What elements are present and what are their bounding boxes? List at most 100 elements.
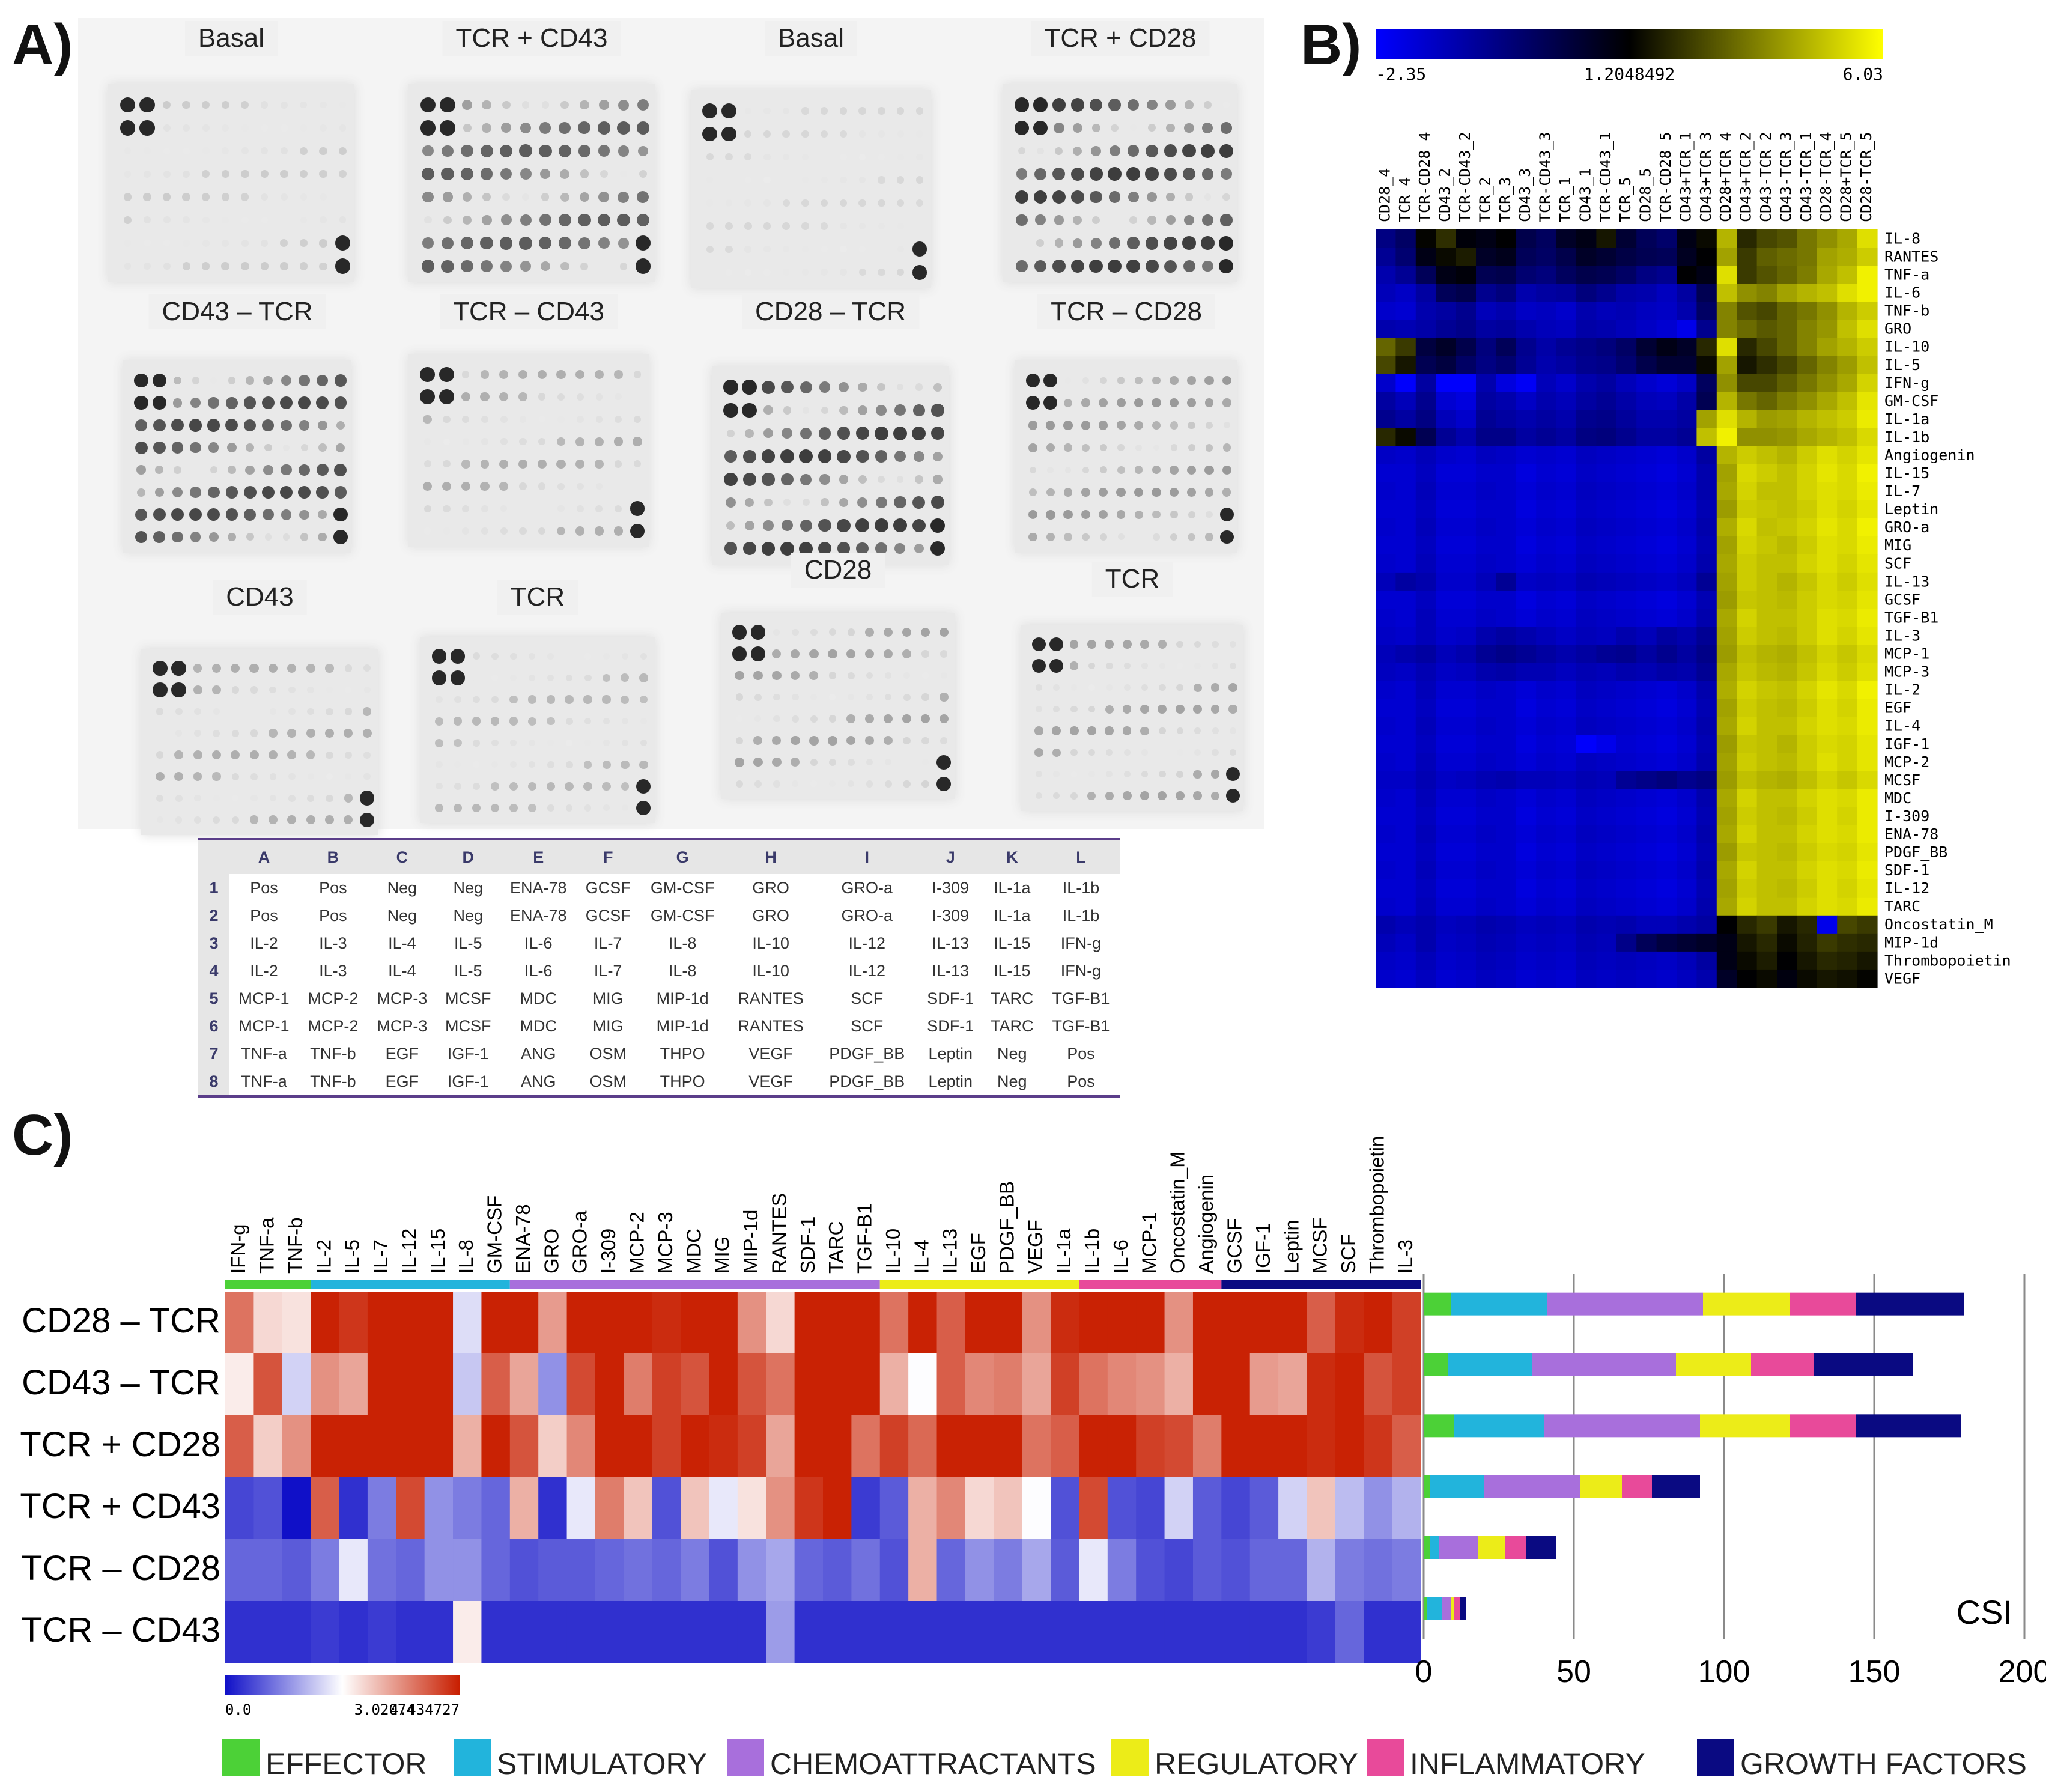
- blot-spot: [725, 199, 733, 207]
- heatmap-cell: [1716, 572, 1737, 591]
- blot-spot: [915, 199, 924, 207]
- blot-spot: [499, 482, 509, 491]
- blot-spot: [338, 147, 347, 156]
- heatmap-cell: [1136, 1477, 1165, 1540]
- heatmap-cell: [1677, 320, 1697, 338]
- blot-spot: [338, 170, 347, 178]
- blot-spot: [139, 120, 155, 136]
- blot-spot: [436, 782, 443, 790]
- heatmap-cell: [794, 1601, 824, 1663]
- blot-spot: [896, 176, 905, 184]
- blot-spot: [916, 153, 923, 160]
- heatmap-cell: [1696, 554, 1717, 573]
- blot-spot: [1116, 510, 1126, 520]
- heatmap-cell: [367, 1539, 396, 1602]
- blot-spot: [920, 627, 930, 637]
- heatmap-cell: [1616, 825, 1637, 844]
- heatmap-cell: [1716, 879, 1737, 898]
- heatmap-cell: [1817, 229, 1838, 248]
- heatmap-cell: [1576, 789, 1597, 808]
- heatmap-cell: [1456, 410, 1477, 429]
- heatmap-cell: [1616, 518, 1637, 537]
- blot-spot: [231, 773, 239, 780]
- heatmap-cell: [1376, 302, 1396, 320]
- blot-spot: [264, 443, 272, 452]
- heatmap-cell: [1636, 554, 1657, 573]
- heatmap-cell: [1696, 338, 1717, 356]
- heatmap-cell: [1857, 969, 1878, 988]
- heatmap-cell: [1756, 229, 1777, 248]
- blot-spot: [454, 782, 461, 790]
- blot-spot: [189, 419, 202, 432]
- category-band: [1221, 1280, 1421, 1289]
- blot-spot: [500, 416, 508, 423]
- blot-spot: [183, 239, 190, 247]
- heatmap-cell: [965, 1477, 994, 1540]
- heatmap-cell: [1837, 933, 1858, 952]
- panel-b-column-label: CD43-TCR_2: [1757, 132, 1774, 222]
- heatmap-cell: [1436, 464, 1457, 483]
- category-band: [1079, 1280, 1222, 1289]
- heatmap-cell: [1737, 915, 1758, 934]
- blot-spot: [915, 475, 923, 484]
- blot-spot: [724, 450, 737, 463]
- heatmap-cell: [509, 1292, 539, 1354]
- blot-spot: [639, 170, 648, 178]
- heatmap-cell: [1636, 969, 1657, 988]
- blot-spot: [1176, 770, 1184, 778]
- heatmap-cell: [1395, 482, 1416, 501]
- heatmap-cell: [1817, 428, 1838, 447]
- blot-spot: [1201, 144, 1215, 158]
- blot-spot: [782, 428, 793, 439]
- blot-spot: [440, 120, 455, 136]
- heatmap-cell: [1837, 446, 1858, 465]
- heatmap-cell: [908, 1601, 938, 1663]
- heatmap-cell: [1536, 229, 1557, 248]
- heatmap-cell: [1395, 518, 1416, 537]
- blot-spot: [194, 708, 201, 715]
- blot-spot: [878, 176, 885, 184]
- heatmap-cell: [1596, 807, 1617, 826]
- blot-spot: [839, 405, 848, 415]
- blot-spot: [809, 735, 819, 746]
- heatmap-cell: [1476, 825, 1496, 844]
- heatmap-cell: [1716, 518, 1737, 537]
- blot-spot: [211, 663, 221, 673]
- blot-spot: [764, 498, 773, 507]
- blot-spot: [280, 147, 288, 155]
- heatmap-cell: [1556, 338, 1577, 356]
- blot-spot: [1111, 216, 1119, 223]
- heatmap-cell: [1656, 320, 1677, 338]
- heatmap-cell: [1536, 609, 1557, 627]
- blot-spot: [754, 693, 762, 701]
- heatmap-cell: [1415, 951, 1436, 970]
- array-cell: MCSF: [445, 1016, 491, 1035]
- heatmap-cell: [1857, 500, 1878, 519]
- heatmap-cell: [1656, 518, 1677, 537]
- blot-spot: [226, 396, 238, 409]
- blot-spot: [903, 693, 911, 701]
- heatmap-cell: [1576, 374, 1597, 393]
- blot-spot: [837, 427, 851, 440]
- heatmap-cell: [1392, 1353, 1421, 1416]
- blot-spot: [281, 124, 288, 132]
- blot-spot: [1205, 533, 1213, 541]
- blot-spot: [193, 750, 202, 760]
- heatmap-cell: [1415, 482, 1436, 501]
- heatmap-cell: [253, 1353, 283, 1416]
- heatmap-cell: [1716, 897, 1737, 916]
- blot-spot: [1025, 374, 1040, 387]
- blot-spot: [1159, 663, 1166, 669]
- heatmap-cell: [1696, 518, 1717, 537]
- blot-spot: [1052, 260, 1066, 273]
- panel-b-column-label: CD28-TCR_4: [1817, 132, 1835, 222]
- heatmap-cell: [1476, 735, 1496, 753]
- blot-spot: [1212, 749, 1219, 756]
- blot-spot: [821, 222, 828, 230]
- heatmap-cell: [1797, 500, 1818, 519]
- blot-spot: [884, 780, 892, 788]
- blot-spot: [443, 415, 451, 424]
- blot-spot: [431, 649, 447, 664]
- heatmap-cell: [453, 1353, 482, 1416]
- blot-spot: [1122, 705, 1132, 714]
